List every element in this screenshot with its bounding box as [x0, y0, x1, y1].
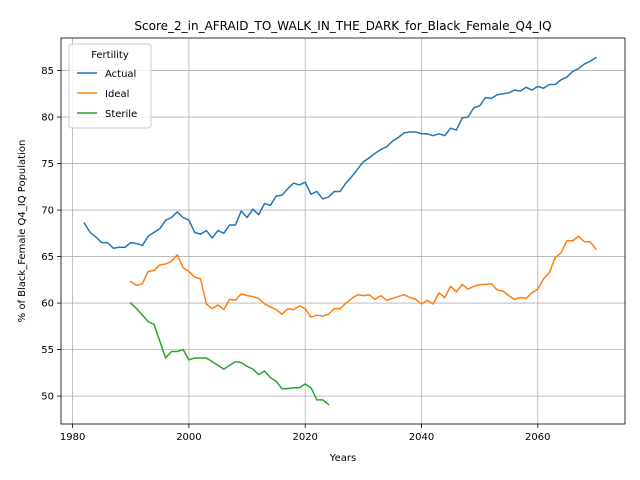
- x-axis-label: Years: [329, 453, 356, 464]
- x-tick-label: 1980: [60, 432, 85, 443]
- legend: Fertility Actual Ideal Sterile: [68, 43, 152, 129]
- x-tick-label: 2020: [292, 432, 317, 443]
- legend-entry-ideal: Ideal: [105, 89, 129, 100]
- y-tick-label: 80: [41, 113, 54, 124]
- y-tick-label: 85: [41, 66, 54, 77]
- y-tick-label: 65: [41, 252, 54, 263]
- y-axis-ticks: 50 55 60 65 70 75 80 85: [41, 66, 61, 403]
- y-axis-label: % of Black_Female Q4_IQ Population: [17, 140, 28, 323]
- series-line-ideal: [129, 235, 597, 318]
- y-tick-label: 60: [41, 299, 54, 310]
- legend-entry-actual: Actual: [105, 69, 136, 80]
- x-axis-ticks: 1980 2000 2020 2040 2060: [60, 424, 551, 443]
- x-tick-label: 2000: [176, 432, 201, 443]
- x-tick-label: 2040: [409, 432, 434, 443]
- chart-title: Score_2_in_AFRAID_TO_WALK_IN_THE_DARK_fo…: [134, 19, 551, 33]
- grid-lines: [61, 38, 625, 424]
- series-line-sterile: [129, 302, 330, 406]
- legend-box: [68, 43, 152, 129]
- legend-entry-sterile: Sterile: [105, 109, 137, 120]
- x-tick-label: 2060: [525, 432, 550, 443]
- legend-title: Fertility: [91, 50, 129, 61]
- y-tick-label: 70: [41, 206, 54, 217]
- series-layer: [83, 56, 597, 406]
- series-line-actual: [83, 56, 597, 249]
- y-tick-label: 75: [41, 159, 54, 170]
- y-tick-label: 50: [41, 392, 54, 403]
- y-tick-label: 55: [41, 345, 54, 356]
- plot-frame: [60, 37, 626, 425]
